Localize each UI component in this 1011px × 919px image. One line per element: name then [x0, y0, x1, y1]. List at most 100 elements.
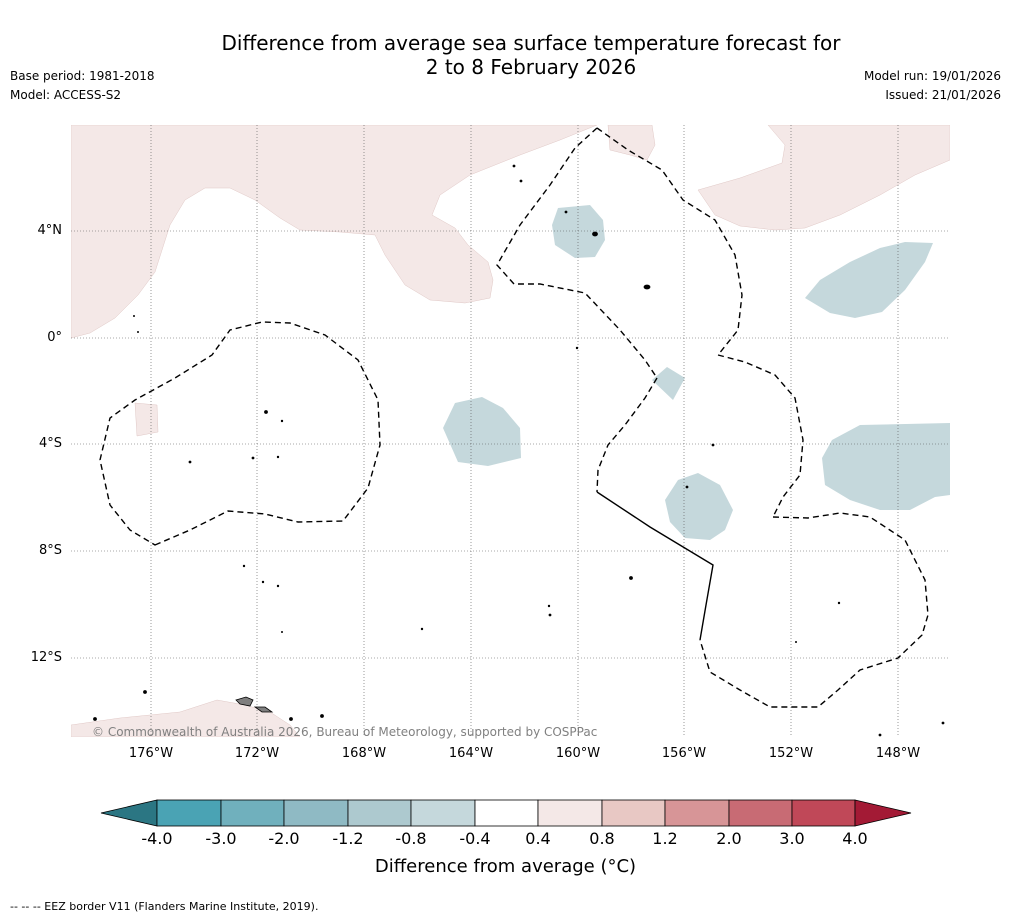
title-line-1: Difference from average sea surface temp… [221, 31, 841, 55]
island [280, 631, 283, 634]
issued-date: Issued: 21/01/2026 [885, 88, 1001, 102]
graticule [71, 125, 950, 737]
colorbar-tick-label: -0.4 [459, 829, 491, 848]
colorbar-tick-label: 3.0 [779, 829, 805, 848]
maritime-boundary-solid [596, 491, 714, 641]
warm-anomaly-north-west [71, 125, 598, 339]
cool-anomaly-central [443, 397, 521, 466]
lon-label: 160°W [555, 746, 601, 761]
colorbar-title: Difference from average (°C) [374, 856, 637, 877]
eez-border-west [99, 321, 381, 546]
colorbar-segment [728, 799, 793, 827]
colorbar-extend-low [100, 799, 158, 827]
cool-anomaly-east [822, 423, 950, 510]
island [264, 410, 268, 414]
colorbar-tick-label: 2.0 [716, 829, 742, 848]
island [289, 717, 293, 721]
eez-border-central [596, 377, 658, 493]
island [512, 164, 516, 168]
island [320, 714, 324, 718]
copyright-notice: © Commonwealth of Australia 2026, Bureau… [92, 725, 598, 739]
island [941, 721, 945, 725]
lon-label: 156°W [661, 746, 707, 761]
model-run: Model run: 19/01/2026 [863, 69, 1001, 83]
island [188, 460, 192, 464]
lon-label: 164°W [448, 746, 494, 761]
island [837, 601, 841, 605]
meta-right: Model run: 19/01/2026 Issued: 21/01/2026 [864, 69, 1001, 107]
lat-label: 12°S [30, 650, 62, 665]
lon-label: 148°W [875, 746, 921, 761]
warm-anomaly-small-west [134, 402, 159, 437]
island [420, 627, 424, 631]
island [548, 613, 552, 617]
island [143, 690, 147, 694]
meta-left: Base period: 1981-2018 Model: ACCESS-S2 [10, 69, 155, 107]
island [629, 576, 633, 580]
lon-label: 152°W [768, 746, 814, 761]
lat-label: 4°N [37, 223, 63, 238]
colorbar-tick-label: -0.8 [395, 829, 427, 848]
warm-anomaly-north-central [607, 125, 656, 161]
colorbar-tick-label: 0.8 [589, 829, 615, 848]
colorbar-segment [410, 799, 476, 827]
cool-anomaly-north [552, 205, 605, 258]
colorbar-segment [537, 799, 603, 827]
lat-label: 4°S [38, 436, 62, 451]
island [547, 604, 551, 608]
island [564, 210, 568, 214]
island [280, 419, 284, 423]
island [592, 231, 598, 237]
island [251, 456, 255, 460]
eez-border-north-east [596, 127, 743, 356]
lat-label: 8°S [38, 543, 62, 558]
islands [93, 164, 945, 737]
colorbar-tick-label: 4.0 [842, 829, 868, 848]
eez-border-north [496, 127, 658, 379]
cool-anomaly-south [665, 473, 733, 540]
title-line-2: 2 to 8 February 2026 [425, 55, 637, 79]
colorbar-extend-high [854, 799, 912, 827]
map-area [71, 125, 950, 737]
island [878, 733, 882, 737]
eez-borders [99, 127, 929, 708]
colorbar-tick-label: -1.2 [332, 829, 364, 848]
cool-anomaly-north-east [805, 242, 933, 318]
island [711, 443, 715, 447]
colorbar-segment [220, 799, 285, 827]
colorbar-tick-label: -4.0 [141, 829, 173, 848]
chart-title: Difference from average sea surface temp… [0, 31, 1011, 79]
island [93, 717, 97, 721]
colorbar-tick-label: -2.0 [268, 829, 300, 848]
colorbar-segment [283, 799, 349, 827]
eez-border-east [717, 354, 804, 518]
lat-label: 0° [47, 330, 62, 345]
colorbar-tick-label: 1.2 [652, 829, 678, 848]
eez-border-south-east [699, 512, 929, 708]
eez-footnote: -- -- -- EEZ border V11 (Flanders Marine… [10, 900, 319, 913]
colorbar-tick-label: 0.4 [525, 829, 551, 848]
island [519, 179, 523, 183]
island [261, 580, 265, 584]
model-name: Model: ACCESS-S2 [10, 88, 122, 102]
colorbar-tick-label: -3.0 [205, 829, 237, 848]
colorbar-segment [156, 799, 222, 827]
colorbar-segment [664, 799, 730, 827]
colorbar-segment [791, 799, 856, 827]
colorbar [100, 799, 912, 827]
island [276, 455, 280, 459]
warm-anomaly-north-east [697, 125, 950, 231]
island [795, 641, 798, 644]
lon-label: 176°W [128, 746, 174, 761]
colorbar-segment [601, 799, 666, 827]
colorbar-segment [474, 799, 539, 827]
island [242, 564, 246, 568]
lon-label: 172°W [234, 746, 280, 761]
base-period: Base period: 1981-2018 [10, 69, 155, 83]
island [276, 584, 280, 588]
lon-label: 168°W [341, 746, 387, 761]
island [643, 284, 651, 290]
island [132, 314, 135, 317]
island [136, 330, 139, 333]
